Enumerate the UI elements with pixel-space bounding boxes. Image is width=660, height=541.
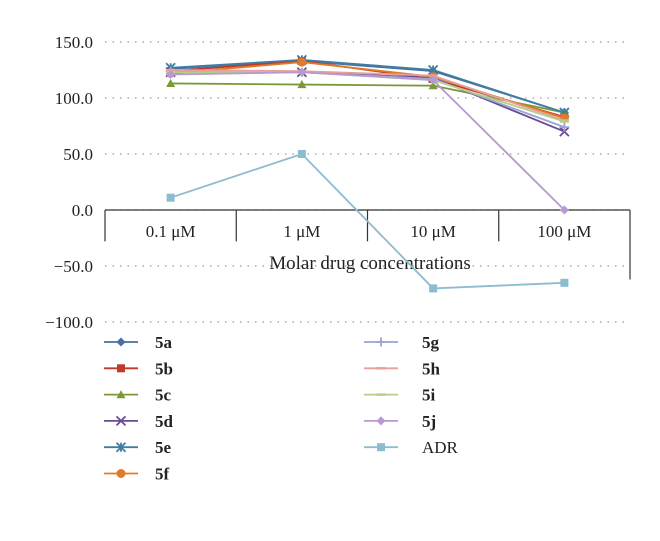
series-line: [170, 71, 565, 123]
y-tick-label: 0.0: [72, 201, 93, 220]
y-tick-label: −50.0: [54, 257, 93, 276]
x-axis-title: Molar drug concentrations: [269, 253, 471, 274]
data-point: [428, 75, 438, 85]
data-point: [376, 416, 386, 426]
data-point: [116, 390, 126, 399]
legend-item-adr: ADR: [364, 438, 459, 457]
data-point: [560, 278, 569, 287]
legend-item-5j: 5j: [364, 412, 436, 431]
data-point: [116, 469, 126, 478]
legend-item-5a: 5a: [104, 333, 173, 352]
series-adr: [166, 150, 569, 293]
legend-label: 5g: [422, 333, 440, 352]
data-point: [377, 443, 385, 452]
y-tick-label: −100.0: [45, 313, 93, 332]
legend-label: 5j: [422, 412, 436, 431]
x-tick-label: 1 μM: [283, 222, 320, 241]
legend-item-5i: 5i: [364, 386, 436, 405]
data-point: [297, 80, 307, 89]
legend-item-5f: 5f: [104, 465, 170, 484]
data-point: [559, 205, 569, 215]
legend-label: 5f: [155, 465, 170, 484]
legend-label: 5a: [155, 333, 173, 352]
y-tick-label: 150.0: [55, 33, 93, 52]
x-tick-labels: 0.1 μM 1 μM 10 μM 100 μM: [146, 222, 592, 241]
legend-label: 5e: [155, 438, 172, 457]
legend-label: ADR: [422, 438, 459, 457]
data-point: [376, 337, 386, 347]
series-5j: [166, 67, 569, 215]
data-point: [166, 78, 176, 88]
series-line: [170, 71, 565, 133]
y-tick-label: 50.0: [63, 145, 93, 164]
legend-label: 5h: [422, 359, 441, 378]
x-tick-label: 100 μM: [537, 222, 591, 241]
legend-label: 5c: [155, 386, 172, 405]
series-line: [170, 69, 565, 122]
series-line: [170, 152, 565, 290]
legend-label: 5d: [155, 412, 174, 431]
legend-item-5b: 5b: [104, 359, 173, 378]
data-point: [428, 81, 438, 90]
y-tick-label: 100.0: [55, 89, 93, 108]
x-tick-label: 10 μM: [410, 222, 455, 241]
data-point: [429, 284, 438, 293]
data-point: [115, 442, 127, 453]
legend-item-5e: 5e: [104, 438, 172, 457]
legend-label: 5i: [422, 386, 436, 405]
data-point: [166, 193, 175, 202]
data-point: [116, 337, 126, 347]
y-tick-labels: 150.0 100.0 50.0 0.0 −50.0 −100.0: [45, 33, 93, 332]
legend-item-5c: 5c: [104, 386, 172, 405]
data-point: [115, 415, 127, 427]
data-point: [559, 122, 569, 132]
data-point: [297, 57, 307, 67]
data-point: [117, 364, 125, 373]
legend-label: 5b: [155, 359, 173, 378]
data-point: [166, 69, 176, 79]
data-point: [297, 67, 307, 77]
data-point: [297, 150, 306, 158]
series-5i: [166, 70, 569, 123]
legend-item-5d: 5d: [104, 412, 174, 431]
series-lines: [165, 54, 570, 293]
legend: 5a 5b 5c 5d 5e 5f 5g 5h 5i 5j ADR: [104, 333, 459, 484]
series-line: [170, 71, 566, 211]
series-line: [170, 59, 565, 114]
legend-item-5h: 5h: [364, 359, 441, 378]
x-tick-label: 0.1 μM: [146, 222, 196, 241]
series-line: [170, 82, 565, 114]
legend-item-5g: 5g: [364, 333, 440, 352]
x-axis: [104, 209, 631, 280]
